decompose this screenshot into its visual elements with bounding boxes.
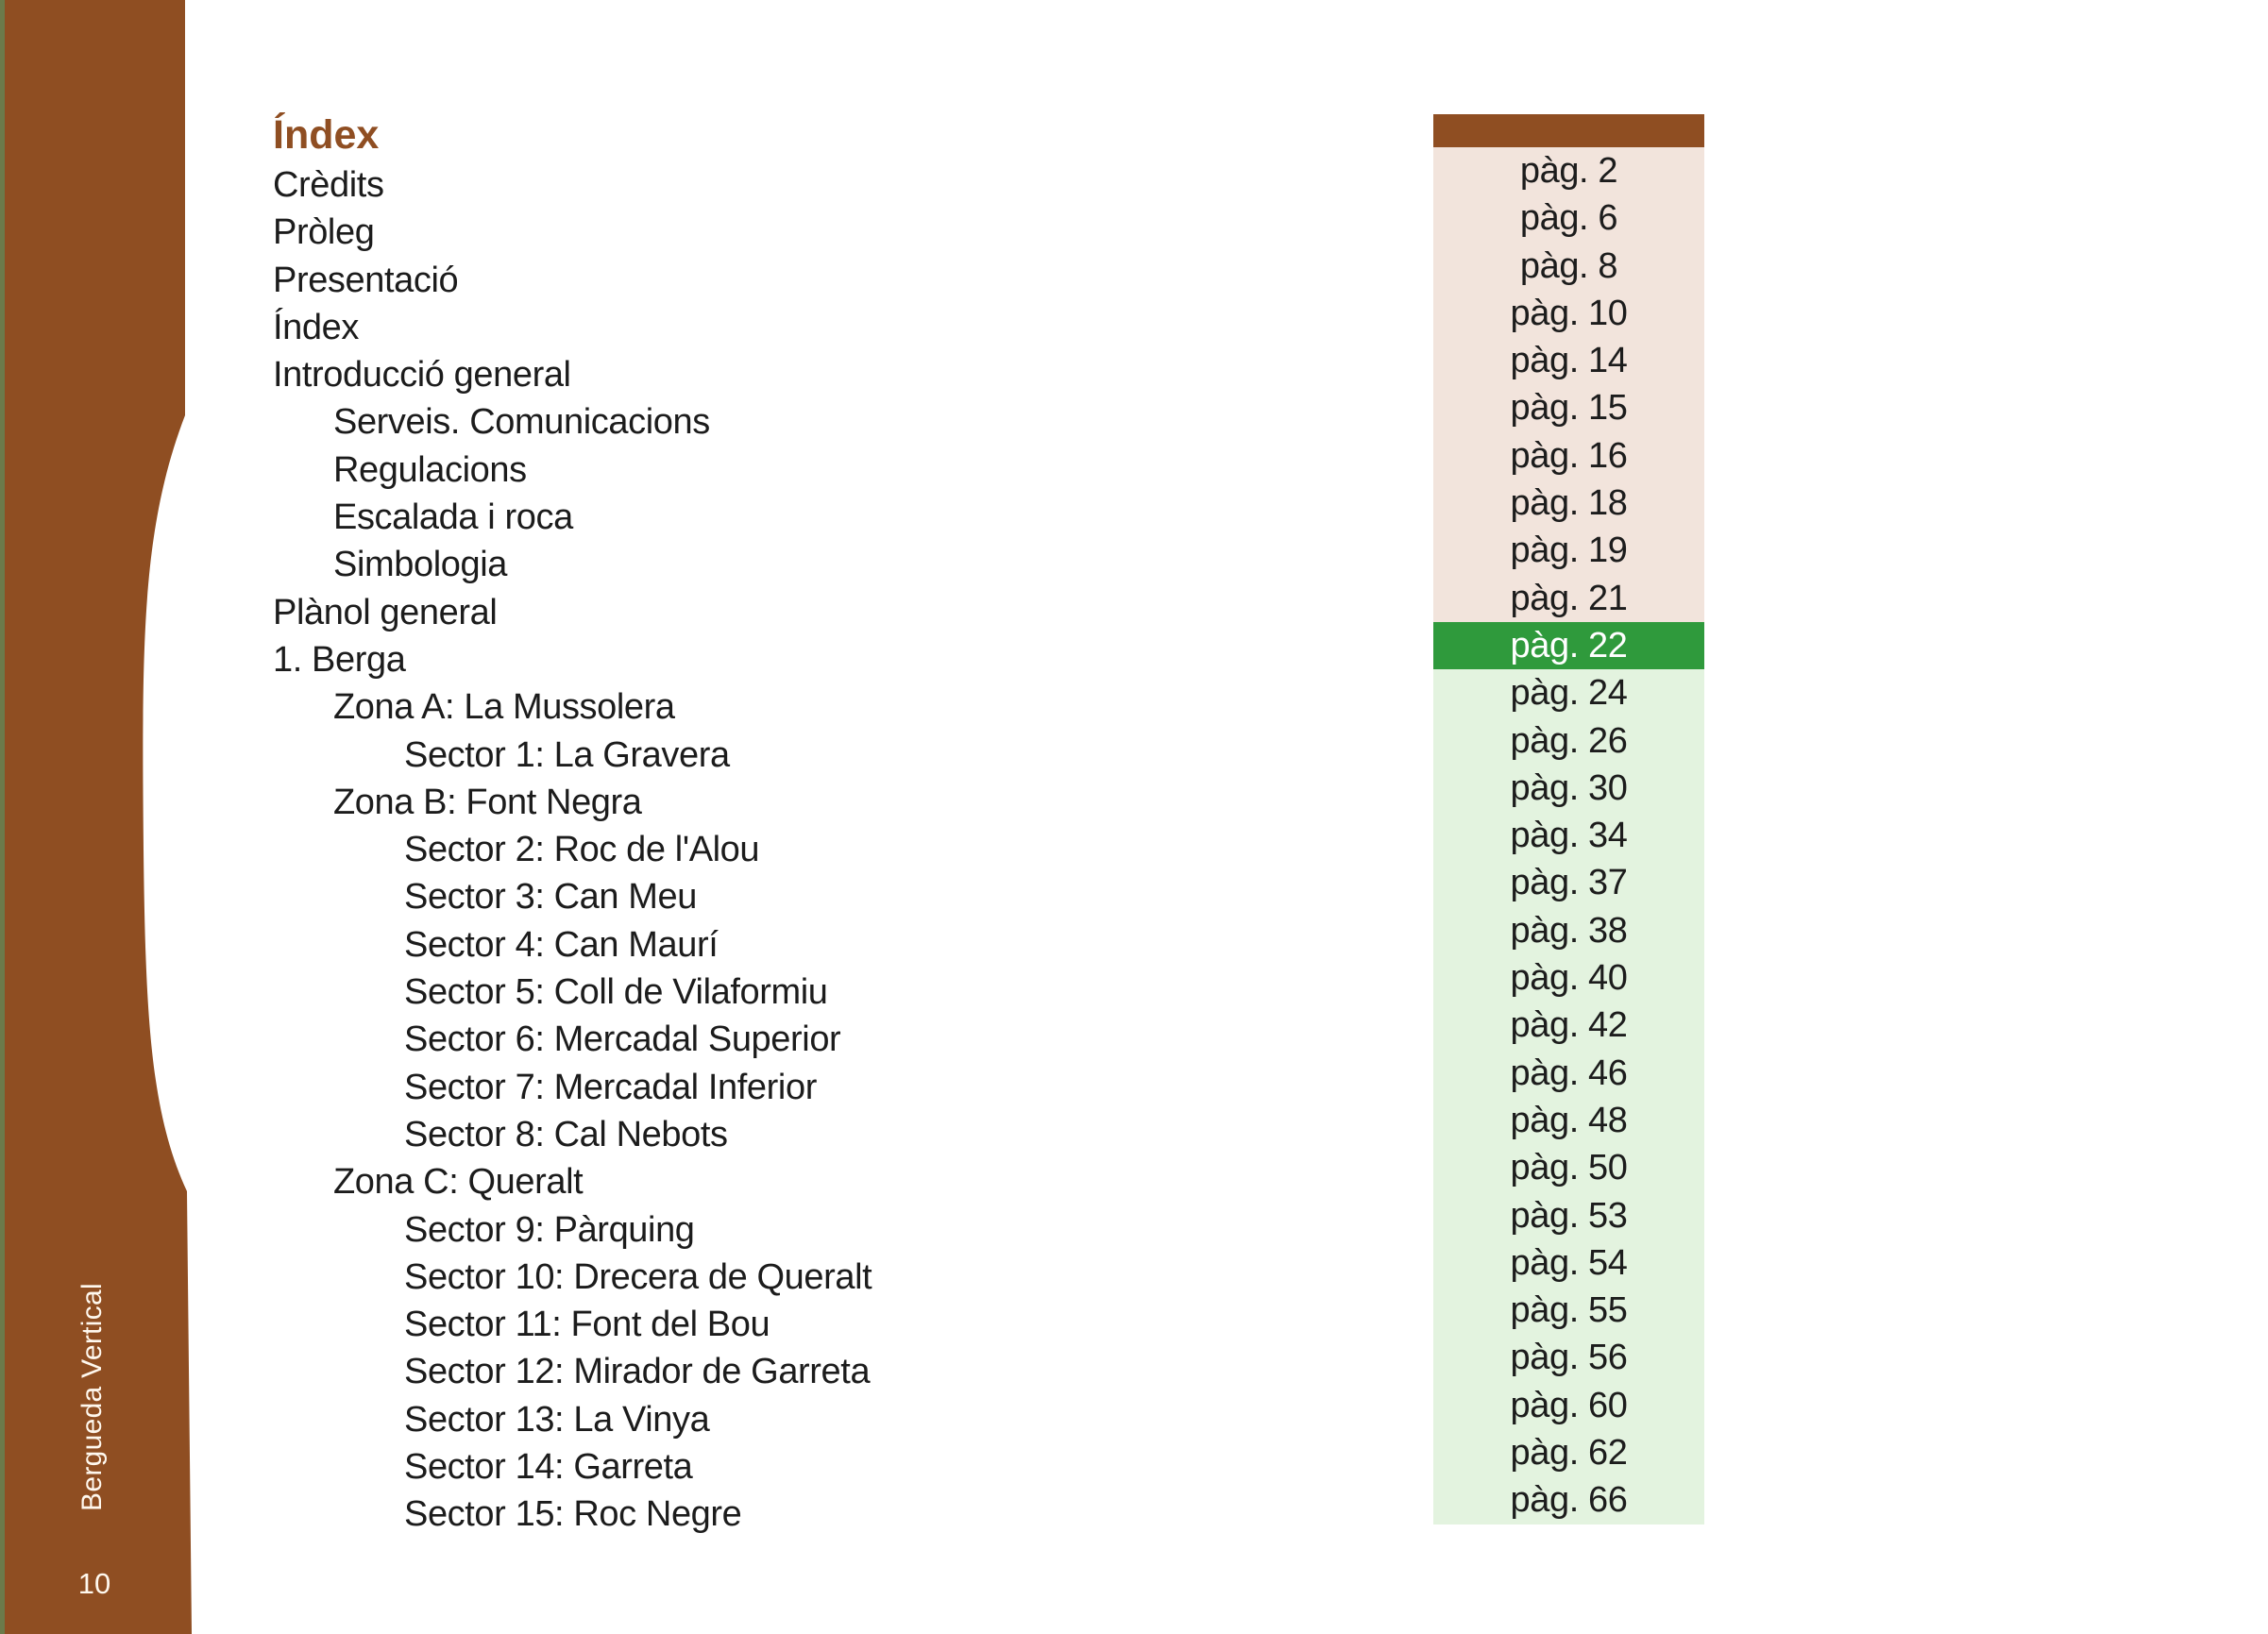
toc-item[interactable]: Plànol general <box>273 592 498 632</box>
toc-item[interactable]: Sector 10: Drecera de Queralt <box>404 1256 872 1297</box>
page-ref: pàg. 54 <box>1433 1238 1704 1288</box>
toc-item[interactable]: 1. Berga <box>273 639 406 680</box>
page-ref: pàg. 8 <box>1433 242 1704 290</box>
page-ref: pàg. 2 <box>1433 147 1704 195</box>
page-ref: pàg. 37 <box>1433 859 1704 907</box>
toc-item[interactable]: Sector 9: Pàrquing <box>404 1209 695 1250</box>
toc-item[interactable]: Sector 5: Coll de Vilaformiu <box>404 972 828 1013</box>
page-ref: pàg. 56 <box>1433 1334 1704 1382</box>
sidebar-band <box>0 0 192 1634</box>
toc-item[interactable]: Escalada i roca <box>333 497 573 538</box>
page-ref: pàg. 26 <box>1433 716 1704 765</box>
page-ref: pàg. 66 <box>1433 1476 1704 1525</box>
toc-item[interactable]: Sector 11: Font del Bou <box>404 1305 770 1345</box>
toc-item[interactable]: Índex <box>273 307 359 347</box>
toc-item[interactable]: Sector 8: Cal Nebots <box>404 1114 728 1154</box>
page-ref: pàg. 60 <box>1433 1381 1704 1430</box>
page-ref: pàg. 16 <box>1433 431 1704 480</box>
toc-item[interactable]: Sector 7: Mercadal Inferior <box>404 1067 817 1107</box>
page-ref: pàg. 21 <box>1433 574 1704 622</box>
page-ref: pàg. 24 <box>1433 669 1704 717</box>
page-ref: pàg. 40 <box>1433 954 1704 1002</box>
toc-item[interactable]: Zona A: La Mussolera <box>333 687 675 728</box>
toc-item[interactable]: Sector 14: Garreta <box>404 1447 693 1488</box>
toc-item[interactable]: Serveis. Comunicacions <box>333 402 710 443</box>
toc-item[interactable]: Sector 4: Can Maurí <box>404 924 719 965</box>
toc-item[interactable]: Zona C: Queralt <box>333 1162 584 1203</box>
page-ref: pàg. 18 <box>1433 480 1704 528</box>
page-ref-highlight: pàg. 22 <box>1433 621 1704 670</box>
toc-item[interactable]: Sector 13: La Vinya <box>404 1399 710 1440</box>
column-header-bar <box>1433 114 1704 147</box>
sidebar-title: Bergueda Vertical <box>76 1283 108 1511</box>
index-heading: Índex <box>273 112 380 158</box>
page-number: 10 <box>77 1567 111 1600</box>
toc-item[interactable]: Sector 15: Roc Negre <box>404 1494 742 1535</box>
toc-list: Crèdits Pròleg Presentació Índex Introdu… <box>273 161 872 1539</box>
toc-item[interactable]: Sector 6: Mercadal Superior <box>404 1019 841 1060</box>
page-ref: pàg. 14 <box>1433 337 1704 385</box>
toc-item[interactable]: Pròleg <box>273 212 375 253</box>
page-ref: pàg. 55 <box>1433 1287 1704 1335</box>
page-ref: pàg. 62 <box>1433 1429 1704 1477</box>
page-ref: pàg. 6 <box>1433 194 1704 243</box>
page-ref: pàg. 30 <box>1433 764 1704 813</box>
page-ref: pàg. 38 <box>1433 906 1704 955</box>
page-ref: pàg. 48 <box>1433 1096 1704 1145</box>
toc-item[interactable]: Sector 3: Can Meu <box>404 877 698 918</box>
toc-item[interactable]: Sector 12: Mirador de Garreta <box>404 1352 871 1392</box>
page-ref: pàg. 42 <box>1433 1002 1704 1050</box>
toc-item[interactable]: Simbologia <box>333 545 507 585</box>
page-ref: pàg. 15 <box>1433 384 1704 432</box>
toc-item[interactable]: Sector 2: Roc de l'Alou <box>404 830 760 870</box>
page-ref: pàg. 53 <box>1433 1191 1704 1239</box>
page-ref: pàg. 34 <box>1433 812 1704 860</box>
page-number-column: pàg. 2 pàg. 6 pàg. 8 pàg. 10 pàg. 14 pàg… <box>1433 114 1704 1525</box>
page-ref: pàg. 46 <box>1433 1049 1704 1097</box>
page-ref: pàg. 10 <box>1433 289 1704 338</box>
toc-item[interactable]: Regulacions <box>333 449 527 490</box>
page-ref: pàg. 50 <box>1433 1144 1704 1192</box>
toc-item[interactable]: Crèdits <box>273 165 384 205</box>
toc-item[interactable]: Presentació <box>273 260 459 300</box>
toc-item[interactable]: Sector 1: La Gravera <box>404 734 730 775</box>
toc-item[interactable]: Introducció general <box>273 355 571 396</box>
page-ref: pàg. 19 <box>1433 527 1704 575</box>
toc-item[interactable]: Zona B: Font Negra <box>333 782 642 822</box>
